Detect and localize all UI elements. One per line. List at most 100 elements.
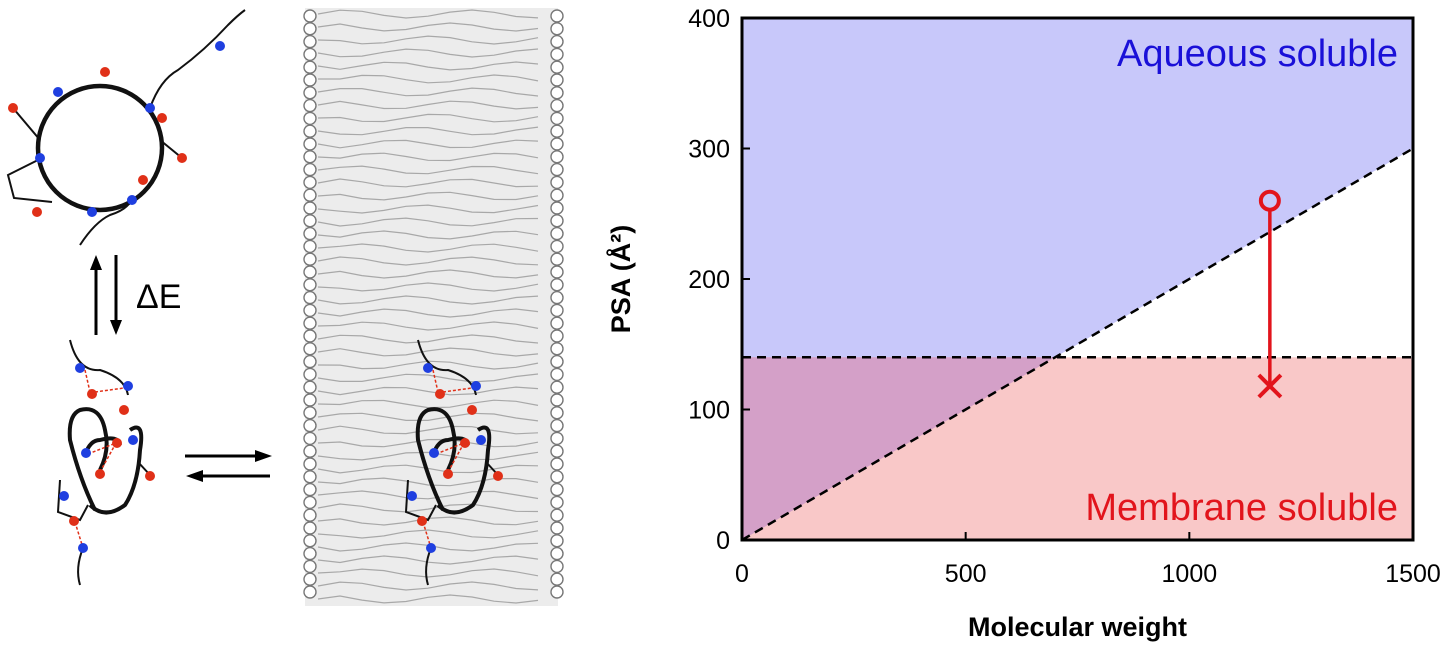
lipid-tail <box>317 425 539 435</box>
lipid-headgroup <box>550 9 564 23</box>
lipid-tail <box>317 48 539 58</box>
lipid-tail <box>317 529 539 539</box>
closed-conformer-point <box>1257 373 1283 399</box>
hbond-donor-atom <box>81 448 91 458</box>
lipid-tail <box>317 126 539 136</box>
lipid-headgroup <box>550 239 564 254</box>
x-tick-label: 1500 <box>1385 560 1441 588</box>
lipid-headgroup <box>303 150 317 164</box>
lipid-headgroup <box>550 354 564 369</box>
lipid-tail <box>317 61 539 71</box>
lipid-tail <box>317 399 539 409</box>
lipid-headgroup <box>303 534 317 548</box>
lipid-headgroup <box>550 290 564 305</box>
lipid-headgroup <box>303 457 317 471</box>
lipid-tail <box>317 581 539 591</box>
lipid-tail <box>317 269 539 279</box>
membrane-partition-arrows <box>185 450 272 482</box>
lipid-headgroup <box>303 303 317 318</box>
lipid-headgroup <box>550 444 564 458</box>
lipid-tail <box>317 217 539 227</box>
lipid-headgroup <box>550 316 564 330</box>
lipid-headgroup <box>303 380 317 394</box>
lipid-headgroup <box>303 546 317 561</box>
lipid-headgroup <box>550 47 564 62</box>
lipid-headgroup <box>550 98 564 113</box>
lipid-headgroup <box>550 60 564 74</box>
y-axis-title: PSA (Å²) <box>605 225 636 334</box>
lipid-headgroup <box>550 201 564 215</box>
open-macrocycle-diagram <box>6 9 246 246</box>
lipid-headgroup <box>550 393 564 407</box>
lipid-headgroup <box>550 22 564 36</box>
lipid-headgroup <box>303 406 317 420</box>
lipid-tail <box>317 256 539 266</box>
lipid-headgroup <box>550 585 564 599</box>
hbond-donor-atom <box>123 381 133 391</box>
x-tick-label: 500 <box>945 560 987 588</box>
lipid-tail <box>317 347 539 357</box>
lipid-headgroup <box>303 444 317 458</box>
hbond-acceptor-atom <box>119 405 129 415</box>
lipid-headgroup <box>303 482 317 497</box>
lipid-headgroup <box>303 393 317 407</box>
y-tick-label: 0 <box>716 527 730 555</box>
lipid-tail <box>317 568 539 578</box>
lipid-headgroup <box>303 111 317 126</box>
lipid-headgroup <box>303 239 317 254</box>
lipid-tail <box>317 373 539 383</box>
x-tick-label: 0 <box>735 560 749 588</box>
lipid-headgroup <box>550 303 564 318</box>
lipid-headgroup <box>550 572 564 586</box>
lipid-headgroup <box>303 431 317 446</box>
lipid-tail <box>317 204 539 214</box>
psa-mw-boundary-line <box>741 147 1414 542</box>
lipid-tail <box>317 113 539 123</box>
lipid-headgroup <box>550 559 564 574</box>
lipid-headgroup <box>303 278 317 292</box>
lipid-headgroup <box>303 342 317 356</box>
hbond-acceptor-atom <box>177 153 187 163</box>
lipid-headgroup <box>303 572 317 586</box>
lipid-tail <box>317 87 539 97</box>
hbond-donor-atom <box>145 103 155 113</box>
lipid-tail <box>317 412 539 422</box>
lipid-headgroup <box>303 470 317 484</box>
lipid-headgroup <box>303 265 317 279</box>
lipid-headgroup <box>550 175 564 190</box>
lipid-tail <box>317 295 539 305</box>
open-conformer-point <box>1258 189 1281 212</box>
hbond-donor-atom <box>127 195 137 205</box>
psa-vs-mw-chart: 0 500 1000 1500 0 100 200 300 400 Molecular weigh… <box>605 5 1441 642</box>
lipid-headgroup <box>550 457 564 471</box>
lipid-tail <box>317 451 539 461</box>
hbond-donor-atom <box>59 491 69 501</box>
hbond-donor-atom <box>128 435 138 445</box>
lipid-headgroup <box>550 367 564 382</box>
y-tick-label: 200 <box>688 266 730 294</box>
lipid-headgroup <box>303 73 317 87</box>
lipid-headgroup <box>550 226 564 241</box>
lipid-headgroup <box>303 508 317 522</box>
lipid-headgroup <box>303 201 317 215</box>
hbond-acceptor-atom <box>100 67 110 77</box>
lipid-headgroup <box>550 406 564 420</box>
lipid-tail <box>317 100 539 110</box>
hbond-acceptor-atom <box>8 103 18 113</box>
lipid-tail <box>317 152 539 162</box>
folded-conformer-diagram <box>56 339 155 586</box>
lipid-headgroup <box>303 137 317 151</box>
hbond-donor-atom <box>35 153 45 163</box>
lipid-headgroup <box>550 214 564 228</box>
lipid-headgroup <box>550 470 564 484</box>
lipid-headgroup <box>303 354 317 369</box>
lipid-headgroup <box>303 329 317 343</box>
y-tick-label: 400 <box>688 5 730 33</box>
hbond-donor-atom <box>215 41 225 51</box>
hbond-acceptor-atom <box>95 469 105 479</box>
lipid-tail <box>317 308 539 318</box>
lipid-headgroup <box>303 47 317 62</box>
hbond-donor-atom <box>53 87 63 97</box>
lipid-headgroup <box>550 521 564 535</box>
hbond-donor-atom <box>75 363 85 373</box>
